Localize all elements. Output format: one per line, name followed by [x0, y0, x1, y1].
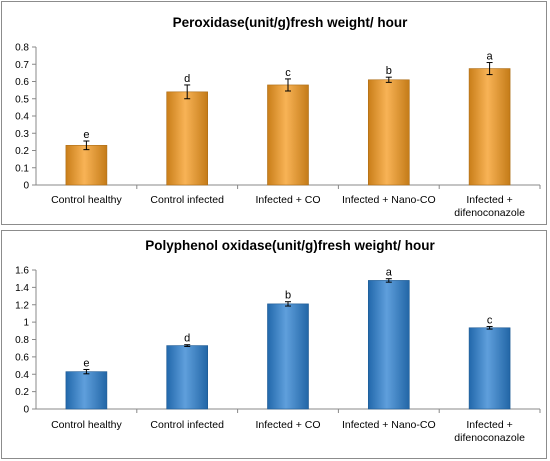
bar	[166, 345, 208, 410]
y-tick-label: 0	[23, 181, 29, 192]
significance-label: e	[83, 129, 89, 141]
x-category-label: Control infected	[150, 419, 224, 431]
significance-label: d	[184, 333, 190, 345]
x-category-label: Infected + CO	[255, 419, 320, 431]
bar	[468, 327, 511, 410]
polyphenol-oxidase-chart: Polyphenol oxidase(unit/g)fresh weight/ …	[1, 230, 547, 459]
y-tick-label: 0.8	[15, 335, 29, 346]
y-tick-label: 1.2	[15, 300, 29, 311]
bar	[367, 79, 410, 186]
y-tick-label: 0.6	[15, 77, 29, 88]
x-category-label: difenoconazole	[454, 207, 525, 219]
significance-label: d	[184, 73, 190, 85]
significance-label: c	[487, 314, 493, 326]
polyphenol-oxidase-chart-svg: Polyphenol oxidase(unit/g)fresh weight/ …	[15, 238, 541, 444]
bar	[367, 280, 410, 410]
y-tick-label: 0.2	[15, 387, 29, 398]
peroxidase-chart-svg: Peroxidase(unit/g)fresh weight/ hour 0 0.1…	[15, 15, 541, 219]
x-category-label: Infected + CO	[255, 194, 320, 206]
significance-label: b	[386, 65, 392, 77]
bar	[267, 84, 309, 186]
y-tick-label: 0.4	[15, 370, 29, 381]
y-tick-label: 0.8	[15, 43, 29, 54]
significance-label: c	[285, 67, 291, 79]
y-tick-label: 0.7	[15, 60, 29, 71]
y-tick-label: 0.4	[15, 112, 29, 123]
significance-label: a	[386, 267, 393, 279]
x-category-label: Infected +	[466, 419, 512, 431]
y-tick-label: 1.4	[15, 283, 29, 294]
bar	[468, 68, 511, 186]
bar	[65, 371, 108, 410]
y-tick-label: 0.6	[15, 352, 29, 363]
chart-title: Peroxidase(unit/g)fresh weight/ hour	[173, 15, 409, 30]
bar	[65, 145, 108, 186]
x-category-label: Control healthy	[51, 194, 122, 206]
bar	[267, 303, 309, 410]
peroxidase-chart: Peroxidase(unit/g)fresh weight/ hour 0 0.1…	[1, 1, 547, 225]
x-category-label: Control healthy	[51, 419, 122, 431]
y-tick-label: 0.5	[15, 94, 29, 105]
x-category-label: Control infected	[150, 194, 224, 206]
x-category-label: difenoconazole	[454, 432, 525, 444]
x-category-label: Infected + Nano-CO	[342, 419, 436, 431]
y-tick-label: 0.1	[15, 163, 29, 174]
significance-label: e	[83, 357, 89, 369]
x-category-label: Infected + Nano-CO	[342, 194, 436, 206]
y-tick-label: 0.2	[15, 146, 29, 157]
x-category-label: Infected +	[466, 194, 512, 206]
significance-label: a	[487, 51, 494, 63]
y-tick-label: 1	[23, 318, 29, 329]
significance-label: b	[285, 290, 291, 302]
y-tick-label: 0.3	[15, 129, 29, 140]
chart-title: Polyphenol oxidase(unit/g)fresh weight/ …	[145, 238, 435, 253]
y-tick-label: 0	[23, 405, 29, 416]
bar	[166, 91, 208, 186]
y-tick-label: 1.6	[15, 266, 29, 277]
